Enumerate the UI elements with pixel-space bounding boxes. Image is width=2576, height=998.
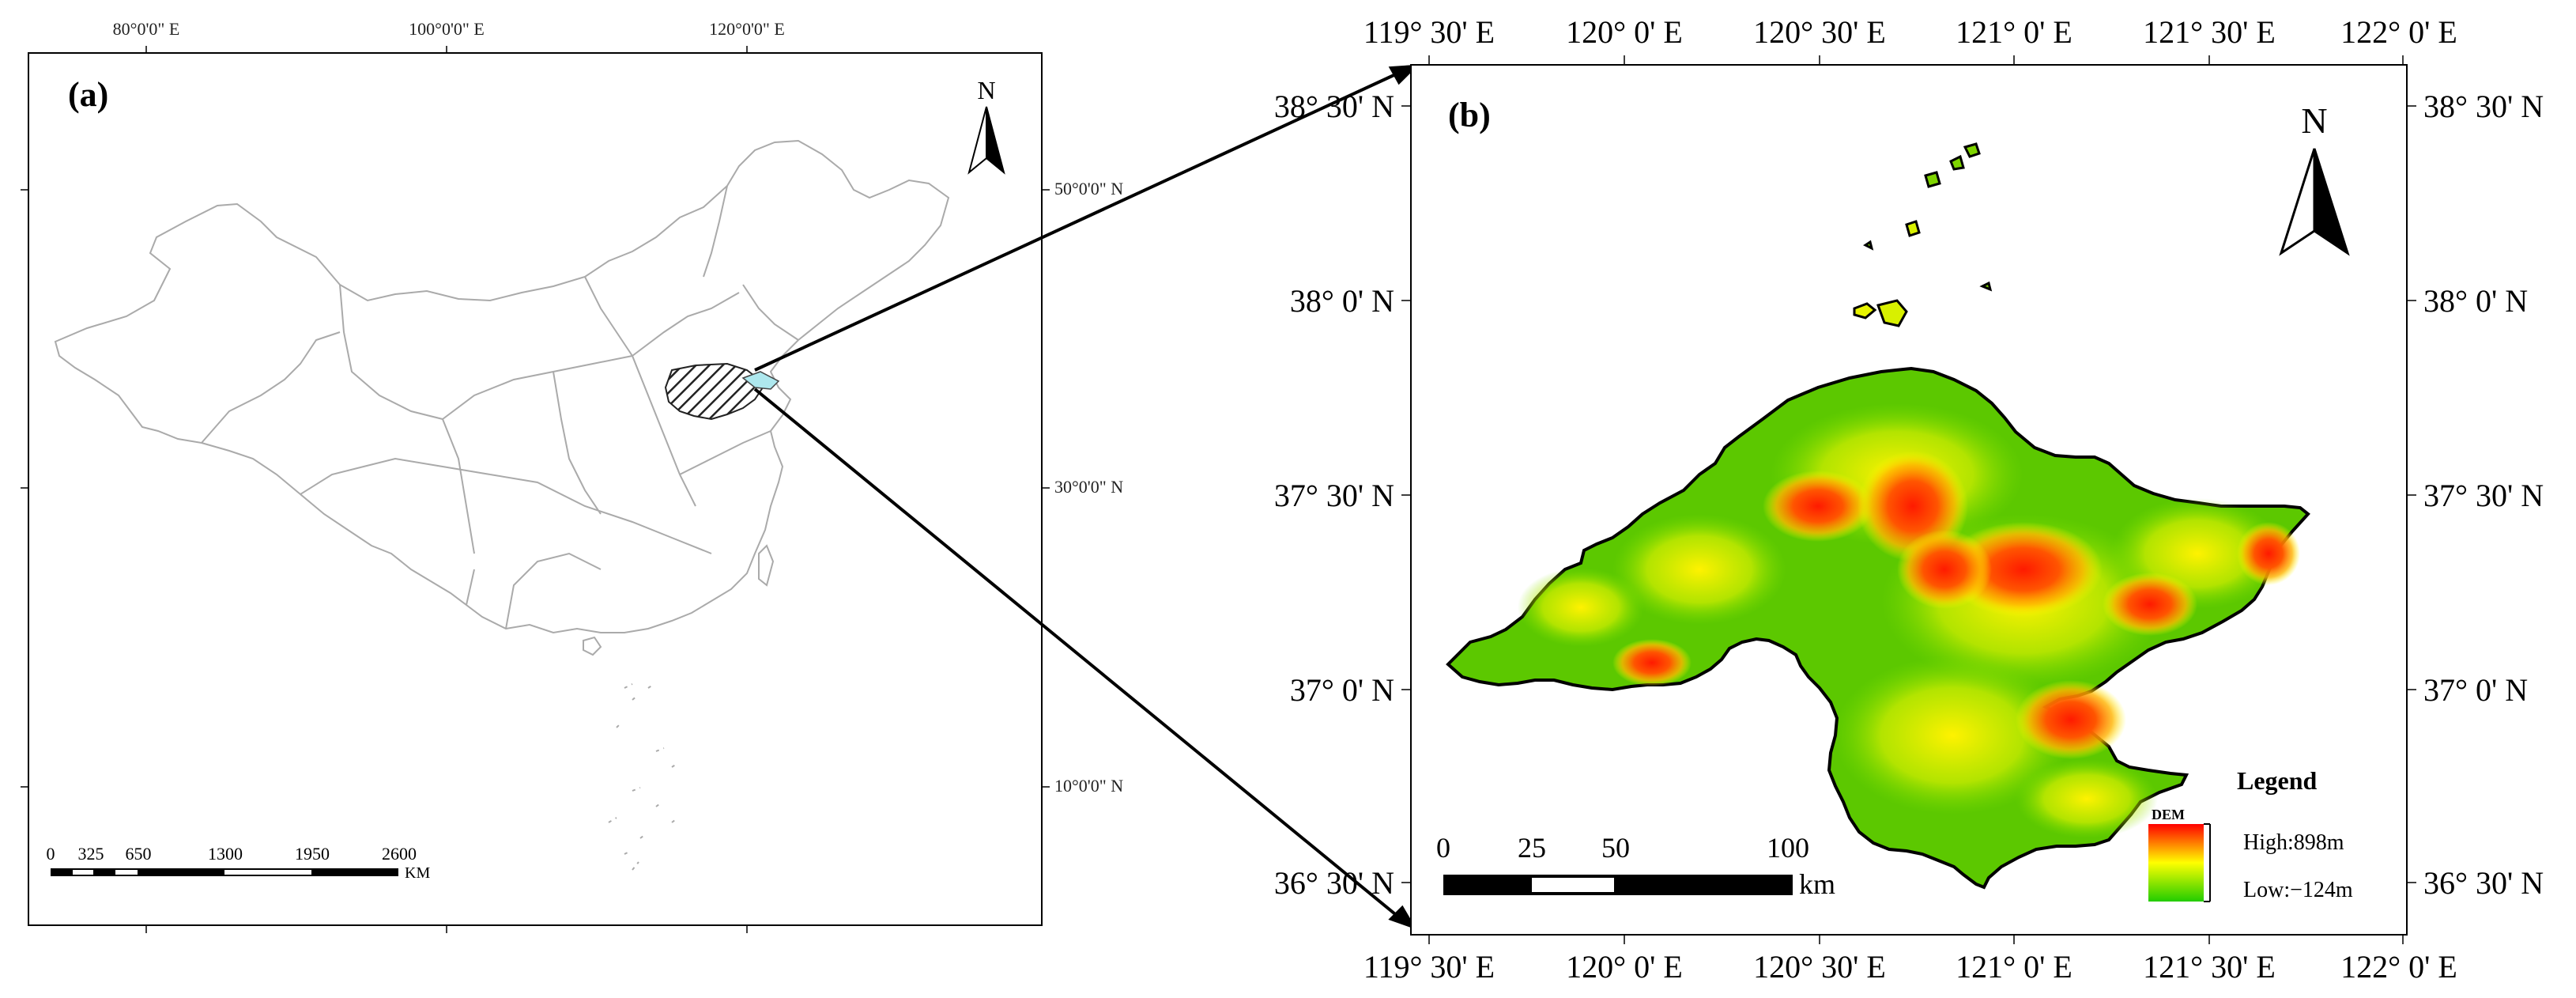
china-islands (583, 544, 775, 871)
panel-a-right-tick-label: 10°0'0" N (1054, 776, 1123, 796)
panel-b-top-tick-label: 120° 0' E (1566, 14, 1683, 50)
panel-b-bottom-tick-label: 119° 30' E (1363, 949, 1495, 985)
panel-a-right-tick-label: 50°0'0" N (1054, 179, 1123, 198)
panel-b-right-tick-label: 36° 30' N (2423, 865, 2544, 901)
north-arrow-icon: N (2279, 100, 2350, 256)
panel-b-scale-label: 100 (1767, 832, 1809, 864)
panel-a-scale-label: 325 (78, 844, 104, 864)
panel-a-scale-label: 1300 (208, 844, 243, 864)
panel-b-label: (b) (1448, 96, 1491, 134)
panel-b-scale-bar (1443, 875, 1793, 895)
panel-b-right-tick-label: 37° 0' N (2423, 672, 2528, 708)
dem-relief (1518, 403, 2300, 838)
panel-a: 80°0'0" E 100°0'0" E 120°0'0" E 50°0'0" … (21, 19, 1123, 933)
panel-a-label: (a) (68, 75, 108, 114)
panel-b-left-tick-label: 36° 30' N (1274, 865, 1394, 901)
panel-a-scale-unit: KM (405, 864, 430, 882)
china-outline (54, 139, 950, 634)
panel-b-left-tick-label: 37° 30' N (1274, 478, 1394, 513)
panel-b-bottom-tick-label: 120° 0' E (1566, 949, 1683, 985)
panel-b-left-tick-label: 38° 0' N (1290, 283, 1394, 319)
panel-a-top-tick-label: 100°0'0" E (409, 19, 485, 39)
panel-b: 119° 30' E 120° 0' E 120° 30' E 121° 0' … (1274, 14, 2544, 985)
panel-b-ticks (1401, 55, 2416, 944)
panel-a-top-tick-label: 80°0'0" E (113, 19, 180, 39)
north-arrow-icon: N (967, 76, 1005, 175)
legend-color-ramp (2148, 824, 2204, 902)
panel-b-top-tick-label: 121° 30' E (2143, 14, 2276, 50)
legend-low: Low:−124m (2243, 878, 2353, 902)
dem-legend: Legend DEM High:898m Low:−124m (2148, 766, 2353, 902)
offshore-islands (1853, 142, 1993, 327)
legend-subtitle: DEM (2152, 807, 2185, 822)
shandong-dem (1446, 366, 2310, 890)
legend-high: High:898m (2243, 830, 2344, 855)
legend-title: Legend (2237, 766, 2318, 795)
panel-a-scale-label: 1950 (295, 844, 330, 864)
panel-b-top-tick-label: 122° 0' E (2340, 14, 2457, 50)
panel-a-scale-bar (51, 868, 398, 876)
panel-b-right-tick-label: 37° 30' N (2423, 478, 2544, 513)
panel-a-frame (28, 52, 1043, 926)
panel-b-scale-label: 0 (1436, 832, 1450, 864)
panel-b-bottom-tick-label: 122° 0' E (2340, 949, 2457, 985)
panel-b-left-tick-label: 38° 30' N (1274, 89, 1394, 124)
panel-b-right-tick-label: 38° 0' N (2423, 283, 2528, 319)
panel-b-top-tick-label: 119° 30' E (1363, 14, 1495, 50)
panel-a-top-ticks (21, 46, 1050, 933)
panel-b-bottom-tick-label: 121° 0' E (1956, 949, 2072, 985)
panel-b-north-label: N (2301, 100, 2327, 141)
panel-a-north-label: N (977, 76, 995, 104)
panel-a-right-tick-label: 30°0'0" N (1054, 477, 1123, 497)
panel-b-top-tick-label: 121° 0' E (1956, 14, 2072, 50)
panel-b-scale-label: 50 (1601, 832, 1630, 864)
panel-a-scale-label: 2600 (382, 844, 417, 864)
inset-marker (741, 371, 780, 390)
panel-b-scale-label: 25 (1518, 832, 1546, 864)
panel-b-left-tick-label: 37° 0' N (1290, 672, 1394, 708)
connector-arrows (753, 64, 1420, 930)
panel-b-right-tick-label: 38° 30' N (2423, 89, 2544, 124)
panel-a-top-tick-label: 120°0'0" E (709, 19, 785, 39)
panel-b-bottom-tick-label: 121° 30' E (2143, 949, 2276, 985)
shandong-highlight (664, 362, 764, 421)
panel-a-scale-label: 0 (47, 844, 55, 864)
panel-b-scale-unit: km (1799, 868, 1835, 900)
panel-b-top-tick-label: 120° 30' E (1753, 14, 1886, 50)
panel-a-scale-label: 650 (126, 844, 152, 864)
panel-b-bottom-tick-label: 120° 30' E (1753, 949, 1886, 985)
